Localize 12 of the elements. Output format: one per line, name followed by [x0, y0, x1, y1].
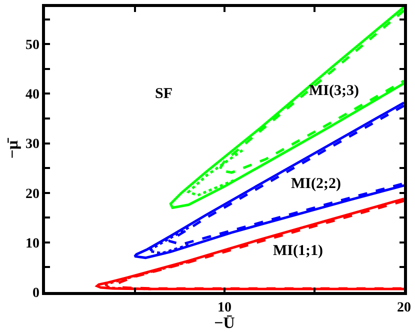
y-tick-label: 40	[25, 88, 40, 103]
annotation: SF	[155, 86, 173, 102]
annotation: MI(1;1)	[273, 243, 323, 259]
y-tick-label: 0	[32, 286, 40, 301]
y-tick-label: 50	[25, 38, 40, 54]
annotation: MI(3;3)	[309, 83, 359, 99]
y-axis-title: −μ̄	[4, 137, 22, 159]
annotation: MI(2;2)	[291, 176, 341, 192]
y-tick-label: 30	[25, 137, 40, 152]
y-tick-label: 20	[25, 186, 40, 202]
y-tick-label: 10	[25, 236, 40, 252]
x-axis-title: −Ū	[214, 315, 236, 332]
